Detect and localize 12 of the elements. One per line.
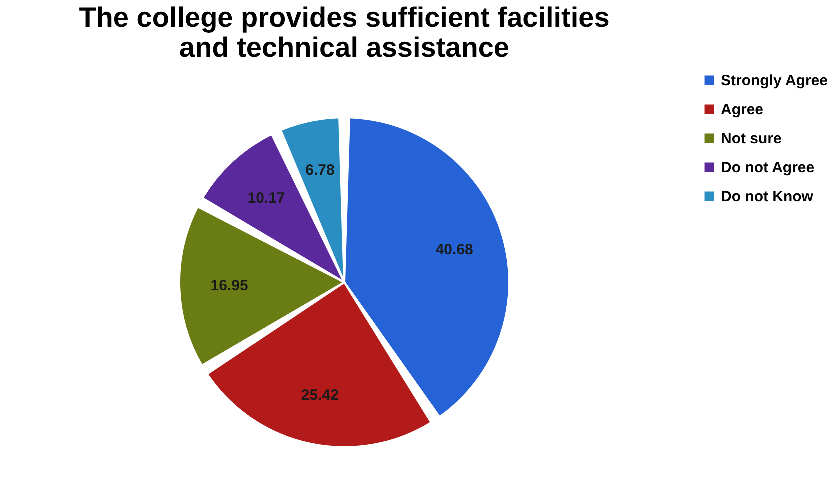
legend-label: Do not Agree bbox=[721, 160, 815, 176]
data-label: 10.17 bbox=[248, 190, 286, 208]
data-label: 16.95 bbox=[210, 278, 248, 295]
legend-label: Strongly Agree bbox=[721, 72, 828, 90]
data-label: 40.68 bbox=[436, 241, 474, 258]
legend-label: Agree bbox=[721, 102, 764, 118]
data-label: 6.78 bbox=[306, 162, 335, 180]
text: The college provides sufficient facilities bbox=[79, 2, 610, 33]
text: and technical assistance bbox=[180, 32, 510, 63]
legend-label: Do not Know bbox=[721, 188, 814, 206]
legend-label: Not sure bbox=[721, 130, 782, 148]
data-label: 25.42 bbox=[301, 386, 339, 404]
